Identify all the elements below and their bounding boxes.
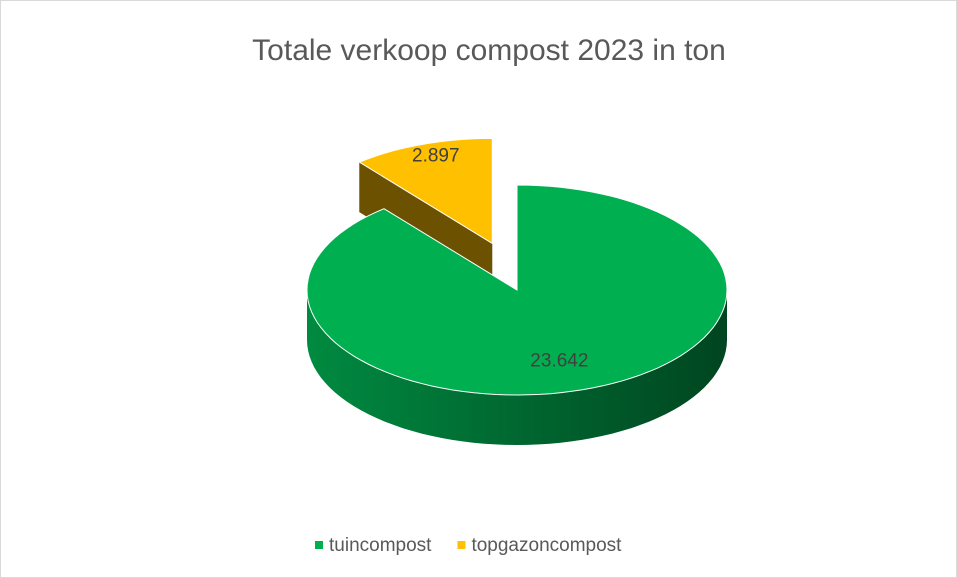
chart-title: Totale verkoop compost 2023 in ton	[252, 34, 726, 67]
legend: tuincompost topgazoncompost	[315, 535, 622, 556]
slice	[358, 137, 493, 245]
data-label: 2.897	[412, 145, 460, 166]
data-label: 23.642	[530, 350, 588, 371]
legend-swatch	[315, 541, 323, 549]
slice-side	[307, 290, 727, 445]
pie: 2.897 23.642	[306, 137, 728, 445]
legend-label: topgazoncompost	[471, 535, 622, 556]
legend-label: tuincompost	[329, 535, 432, 556]
slice	[306, 184, 728, 396]
legend-swatch	[457, 541, 466, 549]
